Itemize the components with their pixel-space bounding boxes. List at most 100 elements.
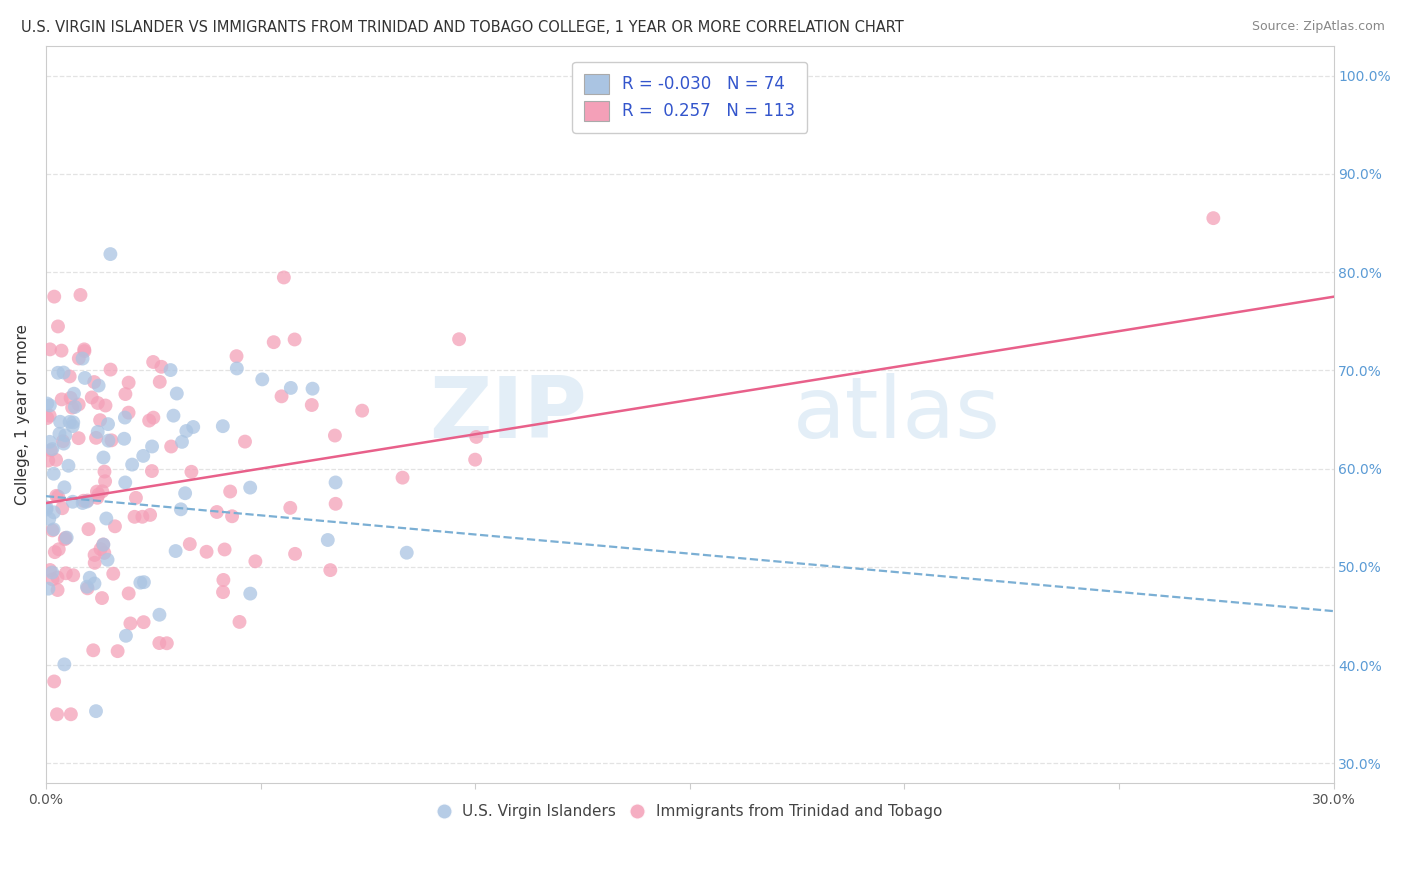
Point	[97, 417, 120, 431]
Point	[38, 398, 60, 412]
Point	[139, 508, 162, 522]
Point	[60, 401, 83, 415]
Point	[72, 496, 94, 510]
Point	[83, 576, 105, 591]
Point	[76, 493, 98, 508]
Point	[55, 566, 77, 581]
Point	[87, 487, 110, 501]
Point	[176, 424, 198, 438]
Point	[165, 544, 187, 558]
Point	[76, 580, 98, 594]
Point	[91, 484, 114, 499]
Point	[39, 443, 62, 458]
Point	[62, 419, 84, 434]
Point	[148, 636, 170, 650]
Point	[159, 363, 181, 377]
Point	[195, 545, 218, 559]
Y-axis label: College, 1 year or more: College, 1 year or more	[15, 324, 30, 505]
Point	[53, 532, 76, 546]
Point	[160, 440, 183, 454]
Point	[96, 553, 118, 567]
Point	[80, 391, 103, 405]
Point	[174, 486, 197, 500]
Point	[170, 502, 193, 516]
Point	[352, 403, 374, 417]
Point	[55, 531, 77, 545]
Point	[84, 431, 107, 445]
Point	[53, 480, 76, 494]
Point	[212, 573, 235, 587]
Point	[83, 375, 105, 389]
Point	[141, 440, 163, 454]
Point	[45, 489, 67, 503]
Point	[162, 409, 184, 423]
Point	[59, 369, 82, 384]
Point	[73, 343, 96, 357]
Point	[38, 512, 60, 526]
Point	[131, 509, 153, 524]
Point	[225, 361, 247, 376]
Point	[93, 450, 115, 465]
Point	[464, 452, 486, 467]
Point	[138, 414, 160, 428]
Point	[270, 389, 292, 403]
Point	[62, 415, 84, 429]
Point	[118, 586, 141, 600]
Point	[51, 343, 73, 358]
Point	[132, 615, 155, 629]
Point	[42, 505, 65, 519]
Point	[325, 497, 347, 511]
Point	[219, 484, 242, 499]
Point	[273, 270, 295, 285]
Point	[87, 378, 110, 392]
Point	[44, 545, 66, 559]
Point	[180, 465, 202, 479]
Point	[62, 495, 84, 509]
Point	[181, 420, 204, 434]
Point	[46, 319, 69, 334]
Point	[76, 582, 98, 596]
Point	[59, 707, 82, 722]
Point	[112, 432, 135, 446]
Point	[52, 366, 75, 380]
Point	[37, 582, 59, 596]
Point	[211, 419, 233, 434]
Point	[89, 542, 111, 557]
Point	[325, 475, 347, 490]
Point	[93, 546, 115, 560]
Text: Source: ZipAtlas.com: Source: ZipAtlas.com	[1251, 20, 1385, 33]
Point	[39, 563, 62, 577]
Point	[142, 355, 165, 369]
Point	[301, 382, 323, 396]
Point	[51, 501, 73, 516]
Point	[170, 434, 193, 449]
Point	[51, 392, 73, 407]
Text: U.S. VIRGIN ISLANDER VS IMMIGRANTS FROM TRINIDAD AND TOBAGO COLLEGE, 1 YEAR OR M: U.S. VIRGIN ISLANDER VS IMMIGRANTS FROM …	[21, 20, 904, 35]
Point	[395, 546, 418, 560]
Point	[319, 563, 342, 577]
Point	[107, 644, 129, 658]
Point	[48, 426, 70, 441]
Point	[53, 428, 76, 442]
Point	[94, 475, 117, 489]
Point	[41, 442, 63, 456]
Point	[278, 500, 301, 515]
Point	[239, 586, 262, 600]
Point	[141, 464, 163, 478]
Point	[53, 657, 76, 672]
Point	[114, 475, 136, 490]
Point	[96, 511, 118, 525]
Point	[1202, 211, 1225, 226]
Point	[49, 415, 72, 429]
Point	[121, 458, 143, 472]
Point	[114, 410, 136, 425]
Point	[148, 607, 170, 622]
Point	[100, 362, 122, 376]
Point	[67, 397, 90, 411]
Point	[72, 351, 94, 366]
Point	[69, 288, 91, 302]
Point	[48, 542, 70, 557]
Point	[239, 481, 262, 495]
Point	[214, 542, 236, 557]
Point	[45, 453, 67, 467]
